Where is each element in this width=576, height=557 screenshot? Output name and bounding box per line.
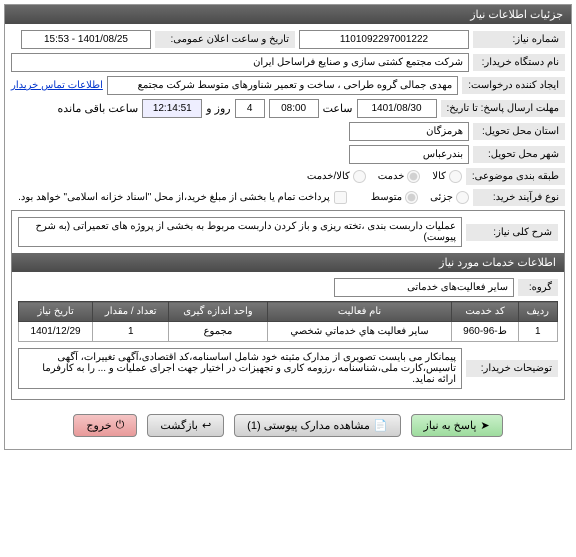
col-row: ردیف [518,302,557,322]
radio-medium[interactable]: متوسط [371,191,418,204]
details-panel: جزئیات اطلاعات نیاز شماره نیاز: 11010922… [4,4,572,450]
col-code: کد خدمت [452,302,518,322]
deadline-date: 1401/08/30 [357,99,437,118]
exit-icon: ⏻ [116,419,125,432]
need-no-value: 1101092297001222 [299,30,469,49]
desc-text: عملیات داربست بندی ،تخته ریزی و باز کردن… [18,217,462,247]
class-label: طبقه بندی موضوعی: [466,168,565,185]
province-label: استان محل تحویل: [473,123,565,140]
panel-title: جزئیات اطلاعات نیاز [5,5,571,24]
pay-check-label: پرداخت تمام یا بخشی از مبلغ خرید،از محل … [18,192,330,203]
time-left: 12:14:51 [142,99,202,118]
services-header: اطلاعات خدمات مورد نیاز [12,253,564,272]
cell-qty: 1 [93,322,169,342]
cell-row: 1 [518,322,557,342]
button-row: ➤ پاسخ به نیاز 📄 مشاهده مدارک پیوستی (1)… [11,404,565,443]
contact-link[interactable]: اطلاعات تماس خریدار [11,80,103,91]
pay-checkbox[interactable] [334,191,347,204]
notes-text: پیمانکار می بایست تصویری از مدارک مثبته … [18,348,462,389]
group-value: سایر فعالیت‌های خدماتی [334,278,514,297]
notes-label: توضیحات خریدار: [466,360,558,377]
province-value: هرمزگان [349,122,469,141]
proc-radio-group: جزئی متوسط [371,191,469,204]
cell-date: 1401/12/29 [19,322,93,342]
radio-both[interactable]: کالا/خدمت [307,170,366,183]
col-unit: واحد اندازه گیری [169,302,267,322]
creator-value: مهدی جمالی گروه طراحی ، ساخت و تعمیر شنا… [107,76,458,95]
radio-service[interactable]: خدمت [378,170,421,183]
remaining-label: ساعت باقی مانده [58,102,139,115]
announce-value: 1401/08/25 - 15:53 [21,30,151,49]
deadline-label: مهلت ارسال پاسخ: تا تاریخ: [441,100,565,117]
need-no-label: شماره نیاز: [473,31,565,48]
desc-label: شرح کلی نیاز: [466,224,558,241]
respond-button[interactable]: ➤ پاسخ به نیاز [411,414,503,437]
exit-button[interactable]: ⏻ خروج [73,414,137,437]
group-label: گروه: [518,279,558,296]
doc-icon: 📄 [374,419,388,432]
cell-name: ساير فعاليت هاي خدماتي شخصي [267,322,452,342]
col-qty: تعداد / مقدار [93,302,169,322]
col-date: تاریخ نیاز [19,302,93,322]
col-name: نام فعالیت [267,302,452,322]
arrow-icon: ➤ [480,419,489,432]
table-header-row: ردیف کد خدمت نام فعالیت واحد اندازه گیری… [19,302,558,322]
radio-goods[interactable]: کالا [432,170,462,183]
cell-code: ط-96-960 [452,322,518,342]
services-table: ردیف کد خدمت نام فعالیت واحد اندازه گیری… [18,301,558,342]
day-label: روز و [206,102,230,115]
deadline-hour: 08:00 [269,99,319,118]
pay-check-row: پرداخت تمام یا بخشی از مبلغ خرید،از محل … [18,191,347,204]
table-row[interactable]: 1 ط-96-960 ساير فعاليت هاي خدماتي شخصي م… [19,322,558,342]
description-box: شرح کلی نیاز: عملیات داربست بندی ،تخته ر… [11,210,565,400]
buyer-value: شرکت مجتمع کشتی سازی و صنایع فراساحل ایر… [11,53,469,72]
proc-label: نوع فرآیند خرید: [473,189,565,206]
panel-body: شماره نیاز: 1101092297001222 تاریخ و ساع… [5,24,571,449]
announce-label: تاریخ و ساعت اعلان عمومی: [155,31,295,48]
radio-partial[interactable]: جزئی [430,191,469,204]
creator-label: ایجاد کننده درخواست: [462,77,565,94]
hour-label: ساعت [323,102,353,115]
city-label: شهر محل تحویل: [473,146,565,163]
attachments-button[interactable]: 📄 مشاهده مدارک پیوستی (1) [234,414,400,437]
days-left: 4 [235,99,265,118]
cell-unit: مجموع [169,322,267,342]
buyer-label: نام دستگاه خریدار: [473,54,565,71]
city-value: بندرعباس [349,145,469,164]
class-radio-group: کالا خدمت کالا/خدمت [307,170,462,183]
back-button[interactable]: ↩ بازگشت [147,414,224,437]
back-icon: ↩ [202,419,211,432]
